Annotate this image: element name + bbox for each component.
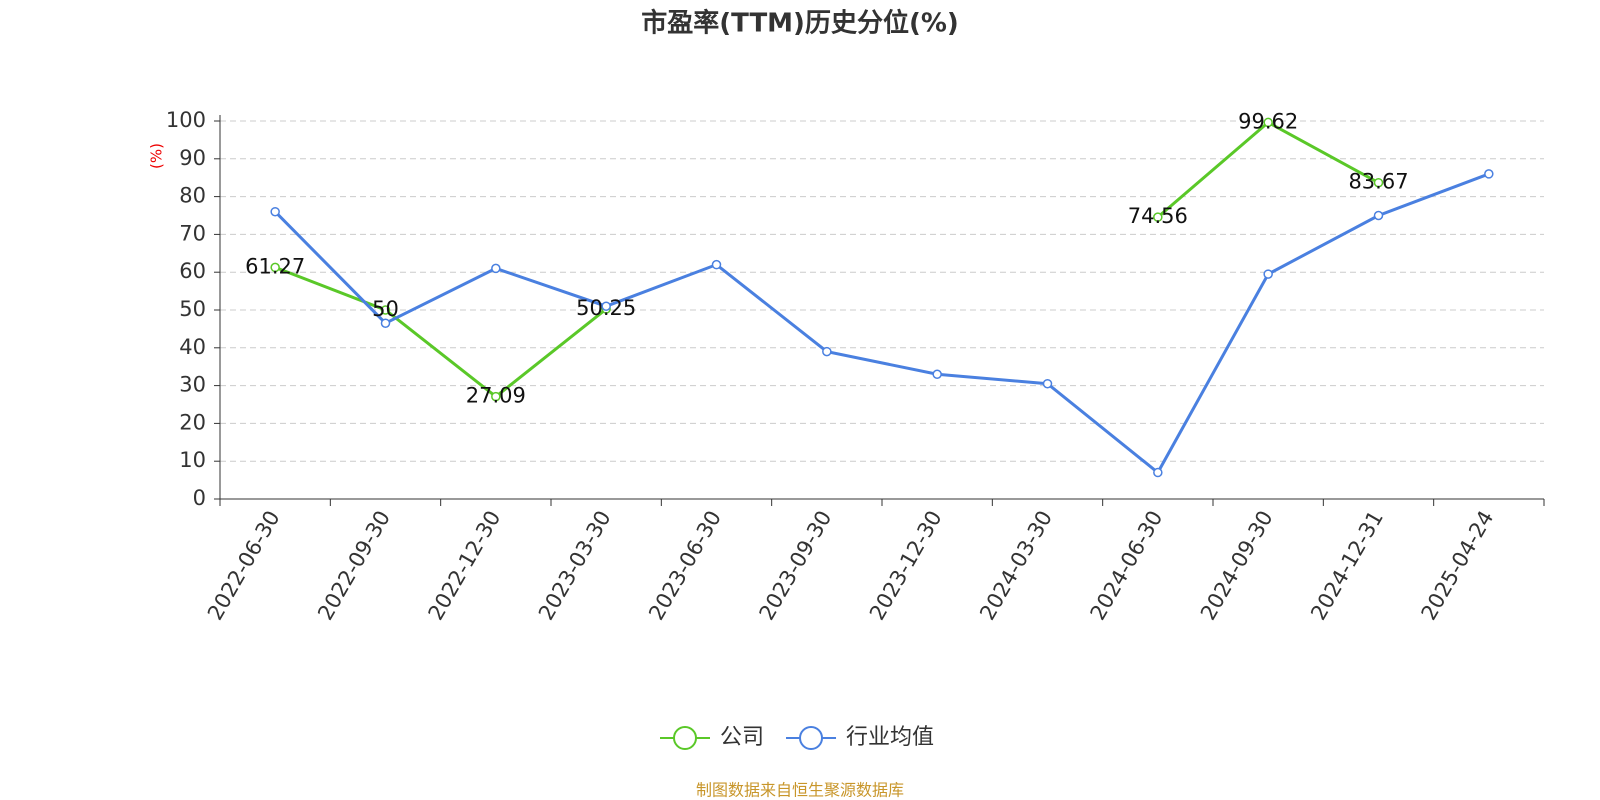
series-line — [274, 172, 1490, 475]
y-tick-label: 70 — [179, 221, 206, 245]
data-label: 99.62 — [1238, 109, 1298, 133]
data-label: 83.67 — [1348, 170, 1408, 194]
data-point — [1373, 177, 1384, 188]
data-point — [1373, 210, 1384, 221]
source-note: 制图数据来自恒生聚源数据库 — [696, 781, 904, 800]
y-tick-label: 30 — [179, 373, 206, 397]
x-tick-label: 2023-12-30 — [865, 507, 947, 625]
y-tick-label: 40 — [179, 335, 206, 359]
x-tick-label: 2024-03-30 — [975, 507, 1057, 625]
x-tick-label: 2022-09-30 — [313, 507, 395, 625]
x-tick-label: 2024-12-31 — [1306, 507, 1388, 625]
data-point — [1263, 269, 1273, 279]
data-label: 74.56 — [1128, 204, 1188, 228]
legend-label: 公司 — [720, 725, 764, 750]
x-tick-label: 2023-03-30 — [534, 507, 616, 625]
x-tick-label: 2022-12-30 — [424, 507, 506, 625]
y-axis-label: (%) — [148, 143, 166, 169]
y-tick-label: 10 — [179, 448, 206, 472]
y-tick-label: 90 — [179, 146, 206, 170]
legend-marker — [673, 726, 697, 750]
data-point — [380, 318, 391, 328]
x-tick-label: 2024-09-30 — [1196, 507, 1278, 625]
x-tick-label: 2022-06-30 — [203, 507, 285, 625]
data-point — [711, 259, 722, 270]
data-point — [822, 346, 832, 357]
y-tick-label: 50 — [179, 297, 206, 321]
data-point — [1153, 212, 1163, 222]
x-tick-label: 2023-06-30 — [644, 507, 726, 625]
legend-label: 行业均值 — [846, 725, 934, 750]
data-point — [491, 263, 501, 274]
data-label: 50.25 — [576, 296, 636, 320]
data-point — [1263, 117, 1273, 128]
y-tick-label: 0 — [193, 486, 206, 510]
data-point — [1153, 467, 1163, 478]
data-label: 50 — [372, 297, 399, 321]
data-label: 27.09 — [466, 384, 526, 408]
data-label: 61.27 — [245, 254, 305, 278]
legend-marker — [799, 726, 824, 750]
y-tick-label: 80 — [179, 184, 206, 208]
x-tick-label: 2024-06-30 — [1086, 507, 1168, 625]
data-point — [270, 262, 280, 273]
x-tick-label: 2025-04-24 — [1417, 507, 1499, 625]
data-point — [1484, 169, 1494, 179]
data-point — [380, 305, 391, 315]
y-tick-label: 20 — [179, 410, 206, 434]
data-point — [270, 206, 280, 217]
y-tick-label: 100 — [166, 108, 206, 132]
data-point — [932, 369, 942, 380]
x-tick-label: 2023-09-30 — [755, 507, 837, 625]
data-point — [601, 301, 611, 311]
y-tick-label: 60 — [179, 259, 206, 283]
data-point — [1042, 378, 1053, 389]
data-point — [491, 391, 501, 402]
chart-title: 市盈率(TTM)历史分位(%) — [641, 8, 959, 39]
